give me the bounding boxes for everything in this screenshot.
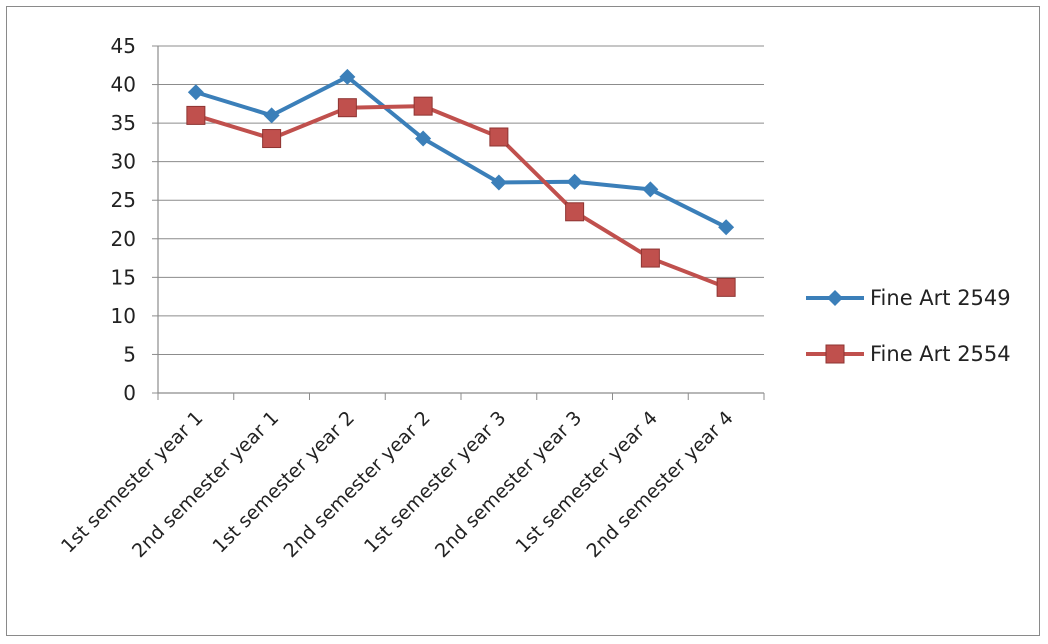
data-point-square (262, 129, 282, 149)
series-line-2 (195, 104, 727, 290)
x-tick-label: 2nd semester year 1 (128, 407, 283, 562)
y-tick-label: 15 (111, 265, 136, 289)
data-point-diamond (566, 173, 583, 190)
data-point-diamond (718, 219, 735, 236)
data-point-square (716, 277, 736, 297)
y-tick-label: 20 (111, 227, 136, 251)
y-tick-label: 30 (111, 150, 136, 174)
x-tick-label: 2nd semester year 2 (280, 407, 435, 562)
data-point-square (489, 127, 509, 147)
data-point-diamond (339, 68, 356, 85)
y-tick-label: 45 (111, 34, 136, 58)
x-tick-label: 1st semester year 3 (360, 407, 510, 557)
data-point-square (565, 202, 585, 222)
data-point-square (413, 96, 433, 116)
y-tick-label: 25 (111, 188, 136, 212)
x-tick-label: 2nd semester year 4 (583, 407, 738, 562)
legend-marker-square (825, 344, 845, 364)
x-tick-label: 1st semester year 2 (209, 407, 359, 557)
data-point-diamond (415, 130, 432, 147)
data-point-diamond (263, 107, 280, 124)
x-tick-label: 1st semester year 1 (57, 407, 207, 557)
data-point-square (337, 98, 357, 118)
data-point-diamond (642, 181, 659, 198)
y-tick-label: 0 (123, 381, 136, 405)
legend-label: Fine Art 2549 (870, 286, 1011, 310)
series-line-1 (195, 74, 728, 230)
x-tick-label: 1st semester year 4 (512, 407, 662, 557)
y-tick-label: 10 (111, 304, 136, 328)
data-point-diamond (490, 174, 507, 191)
legend-marker-diamond (827, 290, 843, 306)
x-tick-label: 2nd semester year 3 (431, 407, 586, 562)
data-point-square (186, 105, 206, 125)
y-tick-label: 5 (123, 342, 136, 366)
data-point-square (640, 248, 660, 268)
chart-frame (6, 6, 1040, 636)
y-tick-label: 35 (111, 111, 136, 135)
legend-label: Fine Art 2554 (870, 342, 1011, 366)
data-point-diamond (187, 84, 204, 101)
y-tick-label: 40 (111, 73, 136, 97)
